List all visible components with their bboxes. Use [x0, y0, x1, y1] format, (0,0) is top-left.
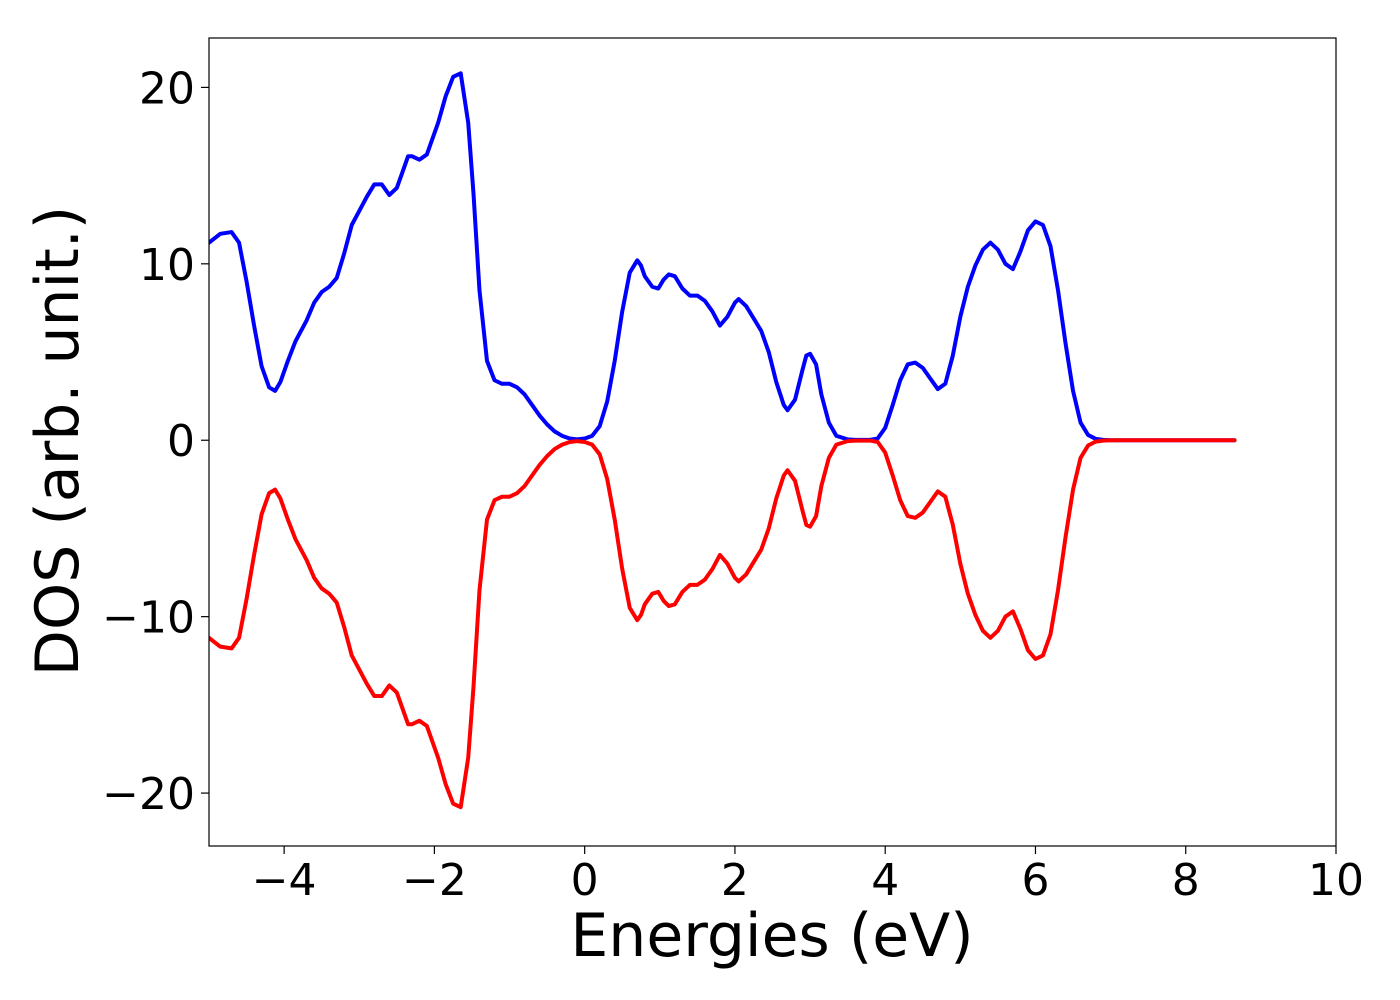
- x-tick-label: 8: [1172, 855, 1200, 906]
- x-axis-label: Energies (eV): [570, 901, 973, 971]
- x-tick-label: 0: [571, 855, 599, 906]
- y-tick-label: 20: [139, 63, 195, 114]
- plot-frame: [208, 37, 1337, 847]
- x-tick-label: 2: [721, 855, 749, 906]
- series-line-0: [209, 71, 1237, 443]
- y-tick-label: −10: [102, 593, 195, 644]
- x-tick-label: 4: [871, 855, 899, 906]
- y-tick-label: 10: [139, 240, 195, 291]
- series-layer: [209, 71, 1237, 810]
- y-axis-label: DOS (arb. unit.): [23, 206, 93, 676]
- x-tick-label: −2: [402, 855, 467, 906]
- x-tick-label: 6: [1021, 855, 1049, 906]
- series-line-1: [209, 438, 1237, 810]
- y-tick-label: −20: [102, 769, 195, 820]
- y-tick-label: 0: [167, 416, 195, 467]
- x-tick-label: 10: [1308, 855, 1364, 906]
- x-tick-label: −4: [252, 855, 317, 906]
